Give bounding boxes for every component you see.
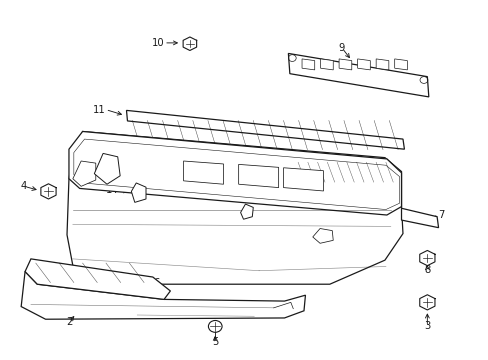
Polygon shape xyxy=(21,271,305,319)
Text: 10: 10 xyxy=(151,38,163,48)
Polygon shape xyxy=(394,59,407,70)
Polygon shape xyxy=(302,59,314,70)
Polygon shape xyxy=(73,161,96,186)
Polygon shape xyxy=(67,131,402,284)
Polygon shape xyxy=(338,59,351,70)
Polygon shape xyxy=(375,59,388,70)
Text: 7: 7 xyxy=(438,210,444,220)
Text: 4: 4 xyxy=(21,181,27,191)
Polygon shape xyxy=(94,153,120,184)
Text: 9: 9 xyxy=(338,43,345,53)
Polygon shape xyxy=(357,59,369,70)
Text: 3: 3 xyxy=(424,321,429,332)
Polygon shape xyxy=(240,204,253,219)
Polygon shape xyxy=(401,208,438,228)
Text: 8: 8 xyxy=(424,265,429,275)
Polygon shape xyxy=(25,259,170,300)
Text: 6: 6 xyxy=(153,278,159,288)
Text: 1: 1 xyxy=(91,140,97,150)
Polygon shape xyxy=(288,53,428,97)
Polygon shape xyxy=(131,183,146,202)
Polygon shape xyxy=(238,165,278,188)
Polygon shape xyxy=(312,229,332,243)
Polygon shape xyxy=(283,168,323,191)
Text: 12: 12 xyxy=(85,137,98,147)
Text: 14: 14 xyxy=(106,185,119,195)
Polygon shape xyxy=(320,59,332,70)
Text: 13: 13 xyxy=(253,194,265,204)
Text: 5: 5 xyxy=(212,337,218,347)
Text: 2: 2 xyxy=(66,317,72,327)
Polygon shape xyxy=(126,111,404,149)
Text: 11: 11 xyxy=(93,104,105,114)
Polygon shape xyxy=(183,161,223,184)
Polygon shape xyxy=(69,131,401,215)
